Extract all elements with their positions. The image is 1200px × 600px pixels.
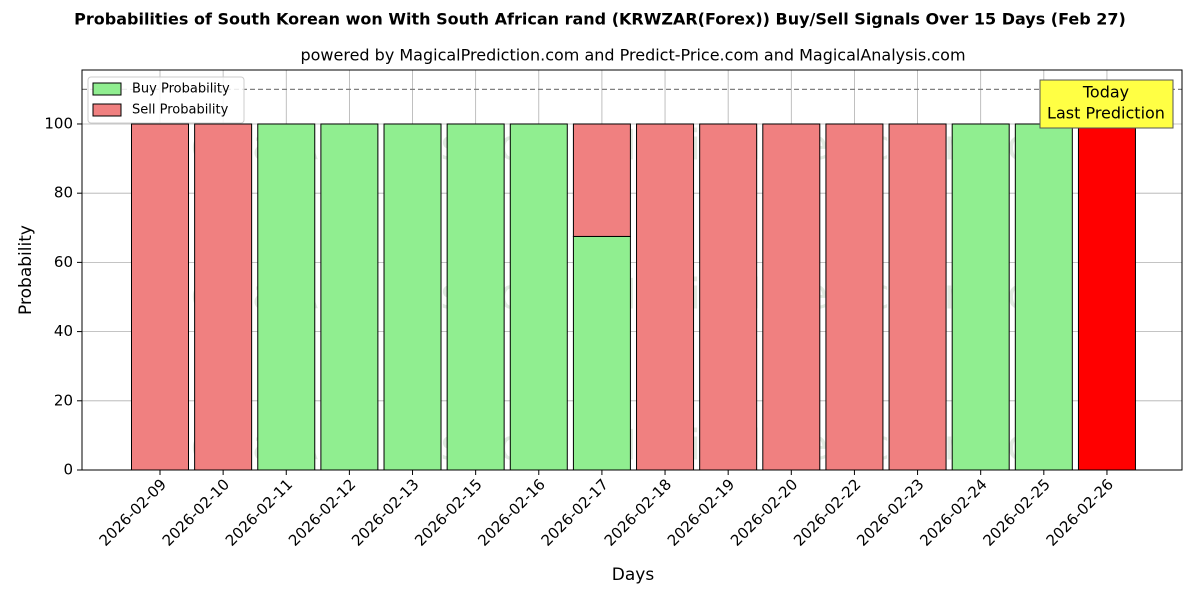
bar — [131, 123, 189, 471]
annotation-text: Today — [1082, 83, 1129, 102]
bar — [951, 123, 1010, 471]
y-tick-label: 0 — [63, 461, 73, 479]
bar — [699, 123, 758, 471]
y-tick-label: 20 — [54, 391, 73, 409]
bar — [320, 123, 379, 471]
annotation-box — [1039, 79, 1174, 129]
bar — [509, 123, 568, 471]
legend-label: Buy Probability — [132, 82, 230, 97]
bar — [572, 123, 631, 237]
bar — [1077, 123, 1136, 471]
y-tick-label: 80 — [54, 184, 73, 202]
bar — [888, 123, 947, 471]
bar — [1014, 123, 1073, 471]
legend-box — [87, 76, 245, 124]
y-tick-label: 60 — [54, 253, 73, 271]
legend-label: Sell Probability — [132, 103, 229, 118]
x-axis-label: Days — [612, 565, 655, 585]
plot-frame — [81, 69, 1183, 471]
bar — [383, 123, 442, 471]
y-axis-label: Probability — [16, 225, 36, 315]
chart-title: Probabilities of South Korean won With S… — [74, 10, 1126, 29]
annotation-text: Last Prediction — [1047, 104, 1165, 123]
bar — [194, 123, 253, 471]
bar — [572, 235, 631, 471]
legend-swatch — [92, 82, 122, 96]
y-tick-label: 40 — [54, 322, 73, 340]
legend-swatch — [92, 103, 122, 117]
bar — [636, 123, 695, 471]
bar — [446, 123, 505, 471]
y-tick-label: 100 — [44, 114, 73, 132]
bar — [825, 123, 884, 471]
bar — [257, 123, 316, 471]
chart-subtitle: powered by MagicalPrediction.com and Pre… — [300, 46, 965, 65]
bar — [762, 123, 821, 471]
